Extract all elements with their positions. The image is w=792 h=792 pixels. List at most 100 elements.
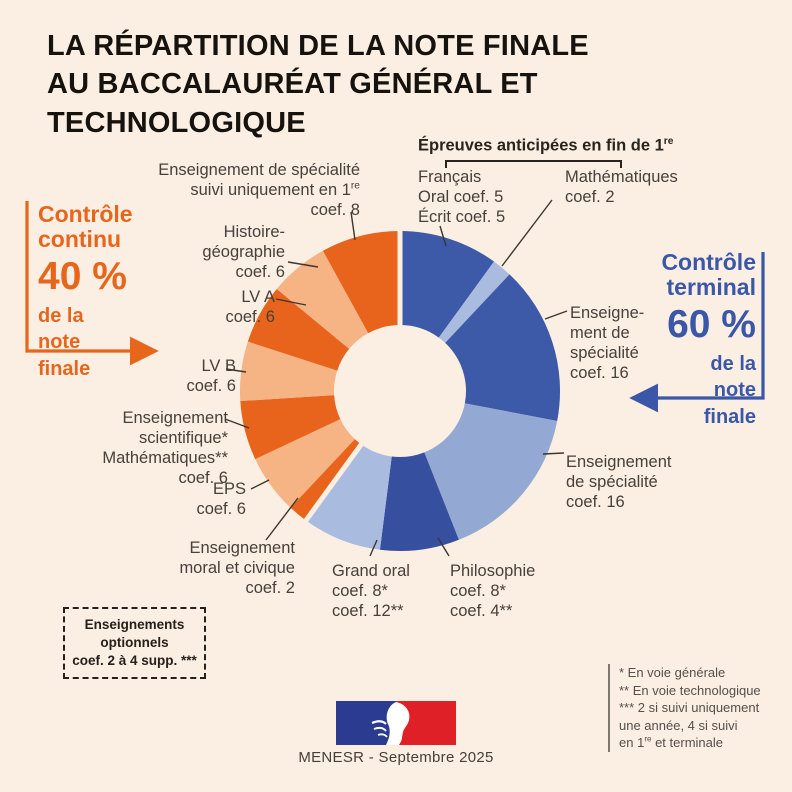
- leader-line: [350, 211, 356, 241]
- continu-arrow: [25, 201, 159, 366]
- continu-subtext: de la note finale: [38, 304, 91, 380]
- anticipees-heading: Épreuves anticipées en fin de 1re: [418, 136, 673, 156]
- footnote-line: *** 2 si suivi uniquement: [619, 700, 760, 716]
- label-eps: EPS coef. 6: [196, 479, 246, 519]
- label-line: Mathématiques: [565, 168, 678, 186]
- label-specialite-terminal-1: Enseigne- ment de spécialité coef. 16: [570, 303, 644, 384]
- leader-line: [544, 310, 568, 320]
- label-line: EPS: [212, 480, 246, 498]
- label-line: Enseignements: [84, 617, 185, 632]
- terminal-subtext: de la note finale: [703, 352, 756, 428]
- segment-group-gap: [302, 440, 365, 525]
- label-line: Histoire-: [223, 223, 285, 241]
- label-histoire-geographie: Histoire- géographie coef. 6: [202, 222, 285, 282]
- label-line: LV B: [201, 357, 236, 375]
- label-enseignement-scientifique: Enseignement scientifique* Mathématiques…: [102, 408, 228, 489]
- label-philosophie: Philosophie coef. 8* coef. 4**: [450, 561, 535, 621]
- label-line: coef. 6: [225, 308, 275, 327]
- donut-segment: [255, 419, 355, 508]
- marianne-icon: [336, 701, 456, 745]
- donut-segment: [379, 452, 459, 551]
- title-line: LA RÉPARTITION DE LA NOTE FINALE: [47, 30, 589, 62]
- donut-segment: [400, 231, 495, 338]
- donut-segment: [424, 403, 558, 540]
- label-line: coef. 16: [566, 493, 625, 512]
- leader-line: [224, 418, 250, 429]
- label-line: coef. 6: [196, 500, 246, 519]
- donut-segment: [322, 231, 400, 334]
- leader-line: [437, 537, 450, 557]
- label-line: coef. 16: [570, 364, 629, 383]
- label-line: coef. 6: [186, 377, 236, 396]
- label-enseignement-moral-civique: Enseignement moral et civique coef. 2: [179, 538, 295, 598]
- footer-credit: MENESR - Septembre 2025: [298, 749, 494, 766]
- superscript: re: [644, 734, 652, 744]
- leader-line: [275, 298, 307, 306]
- donut-segment: [438, 261, 510, 343]
- republique-francaise-logo: [336, 701, 456, 750]
- label-line: Écrit coef. 5: [418, 208, 506, 227]
- label-line: Enseigne-: [570, 304, 645, 322]
- superscript: re: [663, 136, 674, 147]
- label-lv-b: LV B coef. 6: [186, 356, 236, 396]
- label-line: Grand oral: [332, 562, 410, 580]
- label-line: moral et civique: [179, 559, 295, 578]
- label-line: Enseignement: [566, 453, 672, 471]
- leader-lines: [224, 199, 568, 557]
- page-title: LA RÉPARTITION DE LA NOTE FINALE AU BACC…: [47, 27, 792, 142]
- label-line: LV A: [241, 288, 275, 306]
- footnote-line: en 1re et terminale: [619, 734, 724, 751]
- label-line: coef. 8*: [332, 582, 388, 601]
- continu-percentage: 40 %: [38, 254, 127, 298]
- leader-line: [225, 368, 247, 373]
- footnote-line: * En voie générale: [619, 665, 726, 680]
- donut-segment: [290, 439, 362, 521]
- label-line: géographie: [202, 243, 285, 262]
- label-grand-oral: Grand oral coef. 8* coef. 12**: [332, 561, 410, 621]
- label-line: spécialité: [570, 344, 639, 363]
- label-line: coef. 6: [235, 263, 285, 282]
- leader-line: [501, 199, 553, 267]
- terminal-heading: Contrôle terminal: [661, 249, 756, 301]
- heading-text: Épreuves anticipées en fin de 1: [418, 136, 664, 155]
- label-line: coef. 12**: [332, 602, 404, 621]
- label-line: coef. 8: [310, 201, 360, 220]
- label-line: coef. 8*: [450, 582, 506, 601]
- terminal-percentage: 60 %: [667, 302, 756, 346]
- footnotes: * En voie générale ** En voie technologi…: [608, 664, 761, 752]
- label-specialite-premiere: Enseignement de spécialité suivi uniquem…: [158, 160, 360, 220]
- title-line: AU BACCALAURÉAT GÉNÉRAL ET TECHNOLOGIQUE: [47, 68, 538, 139]
- footnote-line: une année, 4 si suivi: [619, 717, 738, 733]
- controle-terminal-block: Contrôle terminal 60 % de la note finale: [661, 249, 756, 430]
- donut-segment: [240, 341, 338, 402]
- label-line: coef. 2 à 4 supp. ***: [72, 652, 197, 668]
- label-line: Enseignement: [122, 409, 229, 427]
- donut-segment: [247, 289, 350, 371]
- footnote-line: ** En voie technologique: [619, 682, 761, 698]
- label-line: coef. 4**: [450, 602, 513, 621]
- leader-line: [287, 261, 319, 268]
- label-mathematiques-anticipee: Mathématiques coef. 2: [565, 167, 678, 207]
- label-specialite-terminal-2: Enseignement de spécialité coef. 16: [566, 452, 672, 512]
- label-lv-a: LV A coef. 6: [225, 287, 275, 327]
- enseignements-optionnels-box: Enseignements optionnels coef. 2 à 4 sup…: [63, 607, 206, 679]
- label-line: Français: [418, 168, 482, 186]
- anticipees-bracket: [445, 160, 622, 168]
- label-line: optionnels: [100, 634, 169, 650]
- label-line: scientifique*: [139, 429, 228, 448]
- superscript: re: [350, 180, 360, 192]
- label-line: Mathématiques**: [102, 449, 228, 468]
- donut-segments: [240, 228, 561, 551]
- label-line: suivi uniquement en 1re: [190, 180, 360, 200]
- controle-continu-block: Contrôle continu 40 % de la note finale: [38, 201, 133, 382]
- label-line: coef. 2: [245, 579, 295, 598]
- leader-line: [250, 479, 270, 490]
- label-line: Philosophie: [450, 562, 536, 580]
- label-line: coef. 2: [565, 188, 615, 207]
- donut-segment: [305, 444, 392, 550]
- leader-line: [542, 452, 565, 455]
- continu-heading: Contrôle continu: [38, 201, 133, 253]
- terminal-arrow: [629, 252, 765, 413]
